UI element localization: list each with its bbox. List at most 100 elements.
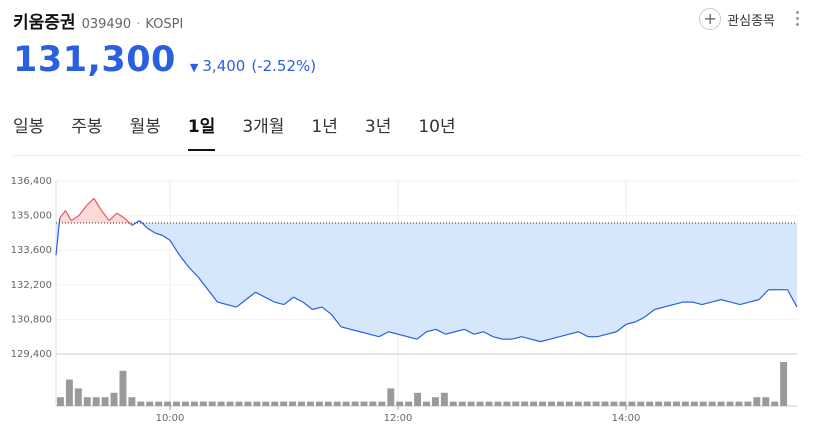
tab-3year[interactable]: 3년 [364,117,392,137]
volume-bar [708,401,716,406]
volume-bar [146,401,154,406]
volume-bar [637,401,645,406]
volume-bar [467,401,475,406]
volume-bar [280,401,288,406]
volume-bar [762,397,770,406]
volume-bar [690,401,698,406]
price-line-segment [426,328,437,333]
volume-bar [190,401,198,406]
price-line-segment [217,301,228,306]
below-reference-fill [512,223,522,340]
below-reference-fill [147,223,155,233]
below-reference-fill [398,223,408,337]
below-reference-fill [483,223,493,337]
below-reference-fill [436,223,446,335]
price-line-segment [179,254,190,268]
price-line-segment [559,333,570,338]
volume-bar [83,397,91,406]
below-reference-fill [588,223,598,337]
volume-bar [387,388,395,406]
y-tick-label: 135,000 [11,211,52,222]
volume-bar [735,401,743,406]
below-reference-fill [331,223,341,327]
price-line-segment [293,296,304,303]
volume-bar [360,401,368,406]
volume-bar [155,401,163,406]
below-reference-fill [635,223,645,322]
price-line-segment [340,326,351,330]
x-tick-label: 10:00 [156,413,185,424]
volume-bar [333,401,341,406]
below-reference-fill [265,223,275,303]
below-reference-fill [360,223,370,335]
price-line-segment [108,212,118,221]
price-line-segment [597,333,608,338]
below-reference-fill [569,223,579,335]
below-reference-fill [493,223,503,340]
tab-10year[interactable]: 10년 [418,117,456,137]
price-line-segment [116,212,125,219]
below-reference-fill [312,223,322,310]
y-tick-label: 129,400 [11,349,52,360]
tab-1year[interactable]: 1년 [311,117,338,137]
price-line-segment [730,301,741,306]
price-line-segment [454,328,465,333]
volume-bar [744,401,752,406]
volume-bar [423,401,430,406]
tab-1day[interactable]: 1일 [187,112,216,151]
market-label: KOSPI [145,17,184,32]
tab-3month[interactable]: 3개월 [242,117,285,137]
below-reference-fill [236,223,246,308]
below-reference-fill [388,223,398,335]
below-reference-fill [759,223,769,300]
below-reference-fill [417,223,427,340]
volume-bar [405,401,413,406]
price-line-segment [635,316,646,323]
more-menu-icon[interactable] [792,8,802,30]
above-reference-fill [59,210,66,224]
volume-bar [565,401,573,406]
below-reference-fill [208,223,218,303]
below-reference-fill [521,223,531,340]
volume-bar [512,401,520,406]
price-line-segment [549,336,560,340]
below-reference-fill [692,223,702,305]
price-line-segment [131,220,140,226]
below-reference-fill [702,223,712,305]
price-line-segment [483,331,494,338]
price-line-segment [264,296,275,303]
volume-bar [396,401,404,406]
volume-bar [92,397,100,406]
tab-daily[interactable]: 일봉 [13,117,45,137]
volume-bar [574,401,582,406]
below-reference-fill [407,223,417,340]
price-line-segment [530,338,541,343]
stock-header: 키움증권 039490 · KOSPI [13,8,183,34]
price-line-segment [321,306,332,315]
tab-weekly[interactable]: 주봉 [71,117,103,137]
add-favorite-button[interactable]: + 관심종목 [699,8,775,30]
volume-bar [244,401,252,406]
below-reference-fill [502,223,512,340]
price-line-segment [378,331,389,338]
price-line-segment [255,291,266,298]
below-reference-fill [179,223,189,268]
price-line-segment [369,333,380,338]
below-reference-fill [531,223,541,342]
volume-bar [771,401,779,406]
volume-bar [530,401,538,406]
price-line-segment [739,301,750,306]
volume-bar [655,401,663,406]
price-line-segment [397,333,408,338]
volume-bar [173,401,180,406]
tab-monthly[interactable]: 월봉 [129,117,161,137]
volume-bar [476,401,484,406]
volume-bar [699,401,707,406]
y-tick-label: 136,400 [11,176,52,187]
volume-bar [110,392,118,406]
volume-bar [342,401,350,406]
below-reference-fill [246,223,256,300]
price-line-segment [331,314,342,328]
volume-bar [306,401,314,406]
